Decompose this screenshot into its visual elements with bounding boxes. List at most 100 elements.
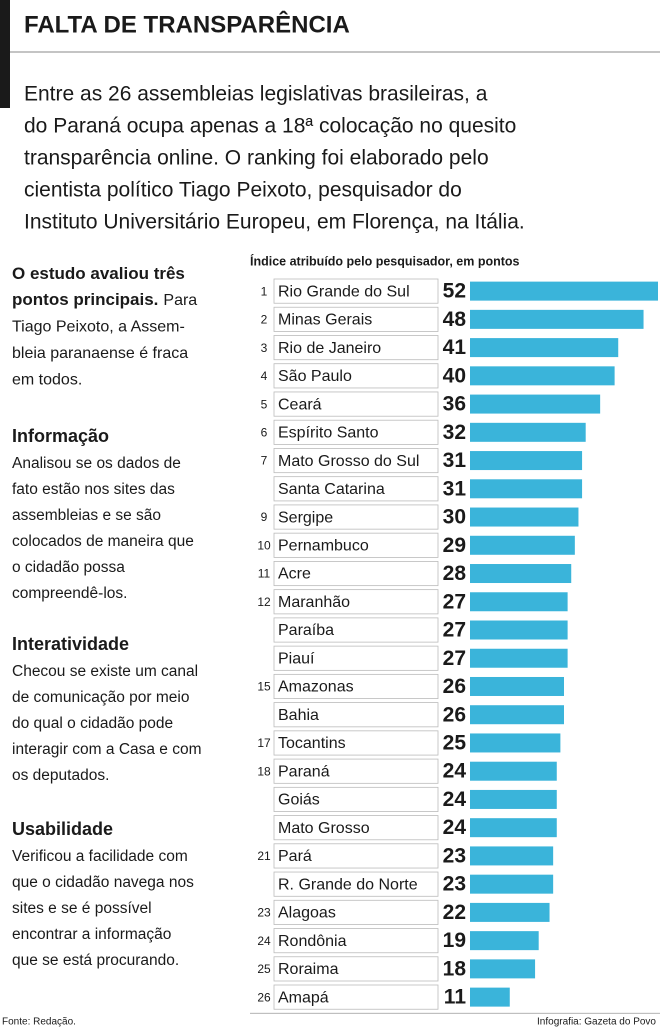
value-label: 29 [443, 534, 466, 557]
value-label: 48 [443, 308, 467, 331]
lead-text: Para [163, 292, 197, 309]
category-label: R. Grande do Norte [278, 876, 418, 893]
bar [470, 676, 564, 696]
section-title: Usabilidade [12, 819, 113, 839]
bar [470, 592, 568, 612]
row-box [273, 448, 439, 474]
value-label: 28 [443, 562, 467, 585]
bar [470, 507, 579, 527]
value-label: 41 [443, 336, 467, 359]
value-label: 24 [443, 788, 467, 811]
category-label: Maranhão [278, 594, 350, 611]
intro-line: Instituto Universitário Europeu, em Flor… [24, 211, 525, 234]
credit: Infografia: Gazeta do Povo [537, 1017, 656, 1028]
section-text: colocados de maneira que [12, 533, 194, 550]
rank: 12 [257, 595, 271, 609]
section-text: sites e se é possível [12, 900, 152, 917]
row-box [273, 758, 439, 784]
bar [470, 987, 510, 1007]
value-label: 22 [443, 901, 466, 924]
category-label: Rio Grande do Sul [278, 283, 410, 300]
value-label: 24 [443, 816, 467, 839]
rank: 21 [257, 849, 271, 863]
intro-line: cientista político Tiago Peixoto, pesqui… [24, 179, 462, 202]
category-label: Mato Grosso do Sul [278, 453, 419, 470]
category-label: Minas Gerais [278, 312, 372, 329]
bar [470, 902, 550, 922]
bar [470, 479, 583, 499]
row-box [273, 786, 439, 812]
rank: 7 [261, 454, 268, 468]
category-label: Piauí [278, 650, 315, 667]
bar [470, 959, 536, 979]
category-label: Rondônia [278, 933, 347, 950]
value-label: 24 [443, 760, 467, 783]
row-box [273, 730, 439, 756]
bar [470, 451, 583, 471]
row-box [273, 363, 439, 389]
rank: 5 [261, 397, 268, 411]
category-label: Amapá [278, 989, 329, 1006]
category-label: Alagoas [278, 905, 336, 922]
section-text: interagir com a Casa e com [12, 741, 202, 758]
bar [470, 394, 601, 414]
bar [470, 309, 644, 329]
row-box [273, 532, 439, 558]
rank: 24 [257, 934, 271, 948]
value-label: 32 [443, 421, 466, 444]
section-text: de comunicação por meio [12, 689, 190, 706]
category-label: Tocantins [278, 735, 346, 752]
rank: 11 [258, 567, 271, 581]
rank: 6 [261, 425, 268, 439]
bar [470, 281, 658, 301]
category-label: Paraíba [278, 622, 334, 639]
row-box [273, 335, 439, 361]
value-label: 40 [443, 364, 466, 387]
rank: 26 [257, 990, 271, 1004]
value-label: 11 [444, 986, 467, 1009]
category-label: Bahia [278, 707, 319, 724]
value-label: 26 [443, 675, 466, 698]
bar [470, 422, 586, 442]
row-box [273, 278, 439, 304]
section-title: Interatividade [12, 634, 129, 654]
bar [470, 818, 557, 838]
bar [470, 535, 575, 555]
value-label: 31 [443, 449, 467, 472]
row-box [273, 504, 439, 530]
category-label: Roraima [278, 961, 339, 978]
section-text: os deputados. [12, 767, 109, 784]
row-box [273, 956, 439, 982]
row-box [273, 617, 439, 643]
row-box [273, 306, 439, 332]
row-box [273, 391, 439, 417]
rank: 10 [257, 538, 271, 552]
section-text: que o cidadão navega nos [12, 874, 194, 891]
row-box [273, 871, 439, 897]
section-text: Analisou se os dados de [12, 455, 181, 472]
rank: 2 [261, 313, 268, 327]
category-label: Pernambuco [278, 537, 369, 554]
section-text: fato estão nos sites das [12, 481, 175, 498]
intro-line: Entre as 26 assembleias legislativas bra… [24, 83, 488, 106]
bar [470, 564, 572, 584]
category-label: Paraná [278, 763, 330, 780]
row-box [273, 419, 439, 445]
row-box [273, 476, 439, 502]
category-label: Rio de Janeiro [278, 340, 381, 357]
rank: 15 [257, 680, 271, 694]
lead-text: Tiago Peixoto, a Assem- [12, 319, 185, 336]
row-box [273, 984, 439, 1010]
section-text: o cidadão possa [12, 559, 125, 576]
rank: 25 [257, 962, 271, 976]
value-label: 30 [443, 506, 466, 529]
source: Fonte: Redação. [2, 1017, 76, 1028]
lead-title-text: pontos principais. [12, 290, 158, 309]
category-label: Santa Catarina [278, 481, 385, 498]
value-label: 19 [443, 929, 466, 952]
bar [470, 338, 619, 358]
value-label: 25 [443, 732, 467, 755]
row-box [273, 645, 439, 671]
chart-subtitle: Índice atribuído pelo pesquisador, em po… [250, 253, 520, 268]
